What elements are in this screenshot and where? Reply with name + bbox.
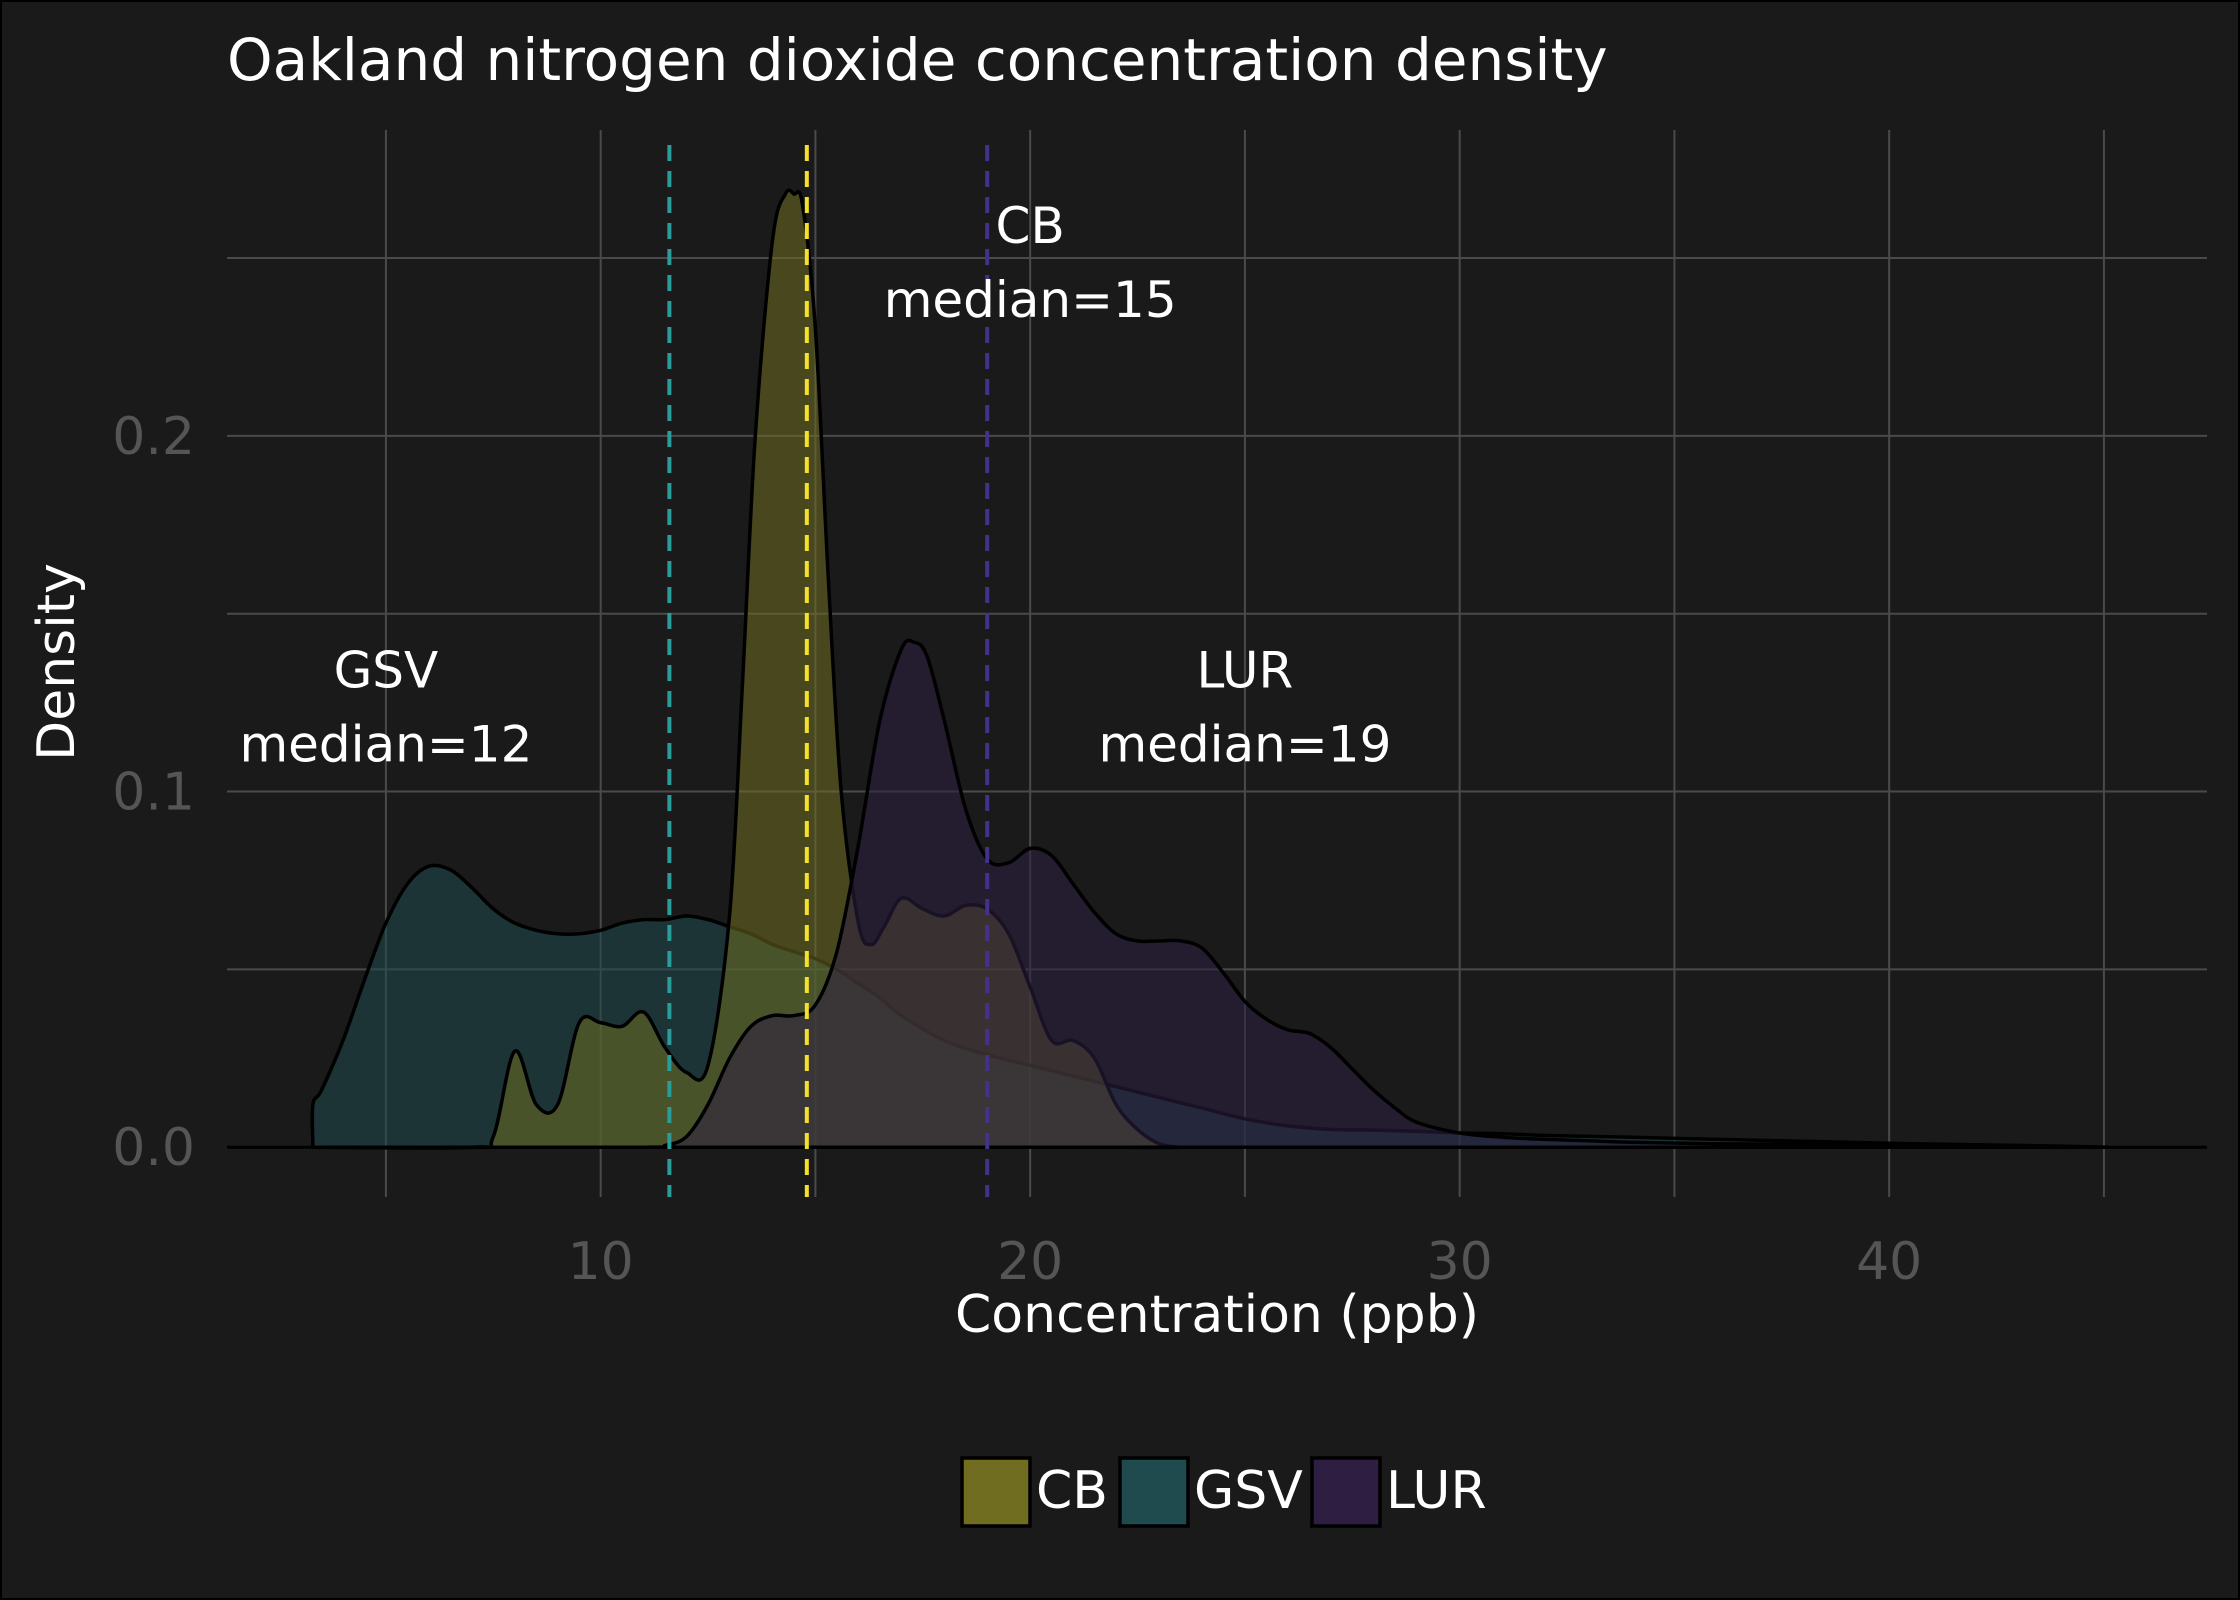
- x-tick-label: 10: [568, 1232, 634, 1292]
- legend-swatch-lur: [1310, 1456, 1382, 1528]
- legend-label-cb: CB: [1036, 1461, 1108, 1521]
- axis-ticks: 10 20 30 40 0.0 0.1 0.2: [112, 407, 1922, 1292]
- legend-swatch-cb: [960, 1456, 1032, 1528]
- x-axis-label: Concentration (ppb): [955, 1285, 1479, 1345]
- legend: CB GSV LUR: [960, 1456, 1487, 1528]
- y-tick-label: 0.1: [112, 763, 195, 823]
- x-tick-label: 30: [1427, 1232, 1493, 1292]
- median-annotations: GSV median=12 CB median=15 LUR median=19: [239, 197, 1391, 774]
- legend-label-gsv: GSV: [1194, 1461, 1303, 1521]
- x-tick-label: 40: [1856, 1232, 1922, 1292]
- annotation-median-lur: median=19: [1098, 716, 1391, 774]
- annotation-series-lur: LUR: [1197, 642, 1294, 700]
- y-axis-label: Density: [27, 563, 87, 761]
- annotation-median-cb: median=15: [884, 271, 1177, 329]
- chart-title: Oakland nitrogen dioxide concentration d…: [227, 26, 1608, 94]
- legend-swatch-gsv: [1118, 1456, 1190, 1528]
- annotation-series-gsv: GSV: [334, 642, 439, 700]
- y-tick-label: 0.0: [112, 1118, 195, 1178]
- x-tick-label: 20: [997, 1232, 1063, 1292]
- annotation-median-gsv: median=12: [239, 716, 532, 774]
- median-lines: [667, 145, 990, 1197]
- density-areas: [310, 188, 2110, 1150]
- y-tick-label: 0.2: [112, 407, 195, 467]
- legend-label-lur: LUR: [1386, 1461, 1487, 1521]
- density-area-lur: [311, 638, 2110, 1150]
- annotation-series-cb: CB: [996, 197, 1065, 255]
